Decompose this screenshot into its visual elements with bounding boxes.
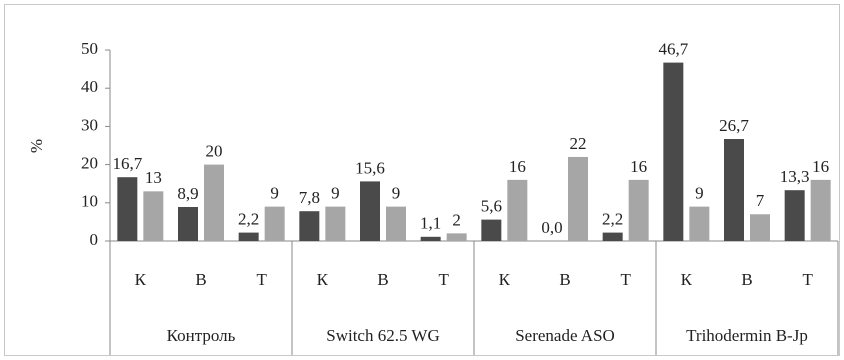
bar	[204, 164, 224, 241]
data-label: 16	[509, 157, 526, 176]
bar	[689, 206, 710, 241]
bar	[178, 207, 198, 241]
data-label: 16,7	[112, 154, 142, 173]
x-tick-label: К	[681, 270, 693, 289]
bar	[628, 179, 649, 241]
bar	[663, 62, 684, 241]
group-label: Switch 62.5 WG	[326, 326, 440, 345]
x-tick-label: В	[741, 270, 752, 289]
data-label: 2,2	[602, 210, 623, 229]
x-tick-label: К	[135, 270, 147, 289]
group-label: Контроль	[167, 326, 236, 345]
y-tick-label: 10	[81, 192, 98, 211]
bar	[264, 206, 285, 241]
group-label: Trihodermin B-Jp	[686, 326, 808, 345]
x-tick-label: В	[377, 270, 388, 289]
data-label: 2	[452, 210, 461, 229]
data-label: 20	[206, 142, 223, 161]
y-axis-label: %	[27, 139, 46, 153]
x-tick-label: В	[195, 270, 206, 289]
bar	[386, 206, 406, 241]
data-label: 9	[270, 184, 279, 203]
data-label: 8,9	[177, 184, 198, 203]
bar	[507, 179, 528, 241]
data-label: 13	[145, 168, 162, 187]
bar	[724, 139, 744, 241]
data-label: 46,7	[658, 40, 688, 59]
bar	[360, 181, 380, 241]
data-label: 22	[570, 134, 587, 153]
data-label: 0,0	[541, 218, 562, 237]
y-tick-label: 50	[81, 39, 98, 58]
x-tick-label: К	[317, 270, 329, 289]
bar	[481, 219, 502, 241]
data-label: 9	[392, 184, 401, 203]
x-tick-label: Т	[620, 270, 631, 289]
group-label: Serenade ASO	[515, 326, 615, 345]
x-tick-label: В	[559, 270, 570, 289]
data-label: 7,8	[299, 188, 320, 207]
bar	[325, 206, 346, 241]
y-tick-label: 40	[81, 77, 98, 96]
chart-frame	[4, 4, 840, 356]
bar	[784, 190, 805, 241]
bar	[446, 233, 467, 241]
bar	[238, 232, 259, 241]
x-tick-label: Т	[438, 270, 449, 289]
data-label: 1,1	[420, 214, 441, 233]
data-label: 16	[630, 157, 647, 176]
bar	[602, 232, 623, 241]
x-tick-label: Т	[256, 270, 267, 289]
bar	[568, 156, 588, 241]
bar	[117, 177, 138, 241]
data-label: 5,6	[481, 197, 502, 216]
data-label: 15,6	[355, 158, 385, 177]
bar	[143, 191, 164, 241]
y-tick-label: 30	[81, 115, 98, 134]
bar	[810, 179, 831, 241]
data-label: 13,3	[780, 167, 810, 186]
data-label: 26,7	[719, 116, 749, 135]
bar	[750, 214, 770, 241]
bar	[299, 211, 320, 241]
bar	[420, 236, 441, 241]
x-tick-label: Т	[802, 270, 813, 289]
x-tick-label: К	[499, 270, 511, 289]
data-label: 9	[695, 184, 704, 203]
y-tick-label: 0	[90, 230, 99, 249]
data-label: 7	[756, 191, 765, 210]
data-label: 9	[331, 184, 340, 203]
data-label: 2,2	[238, 210, 259, 229]
y-tick-label: 20	[81, 154, 98, 173]
data-label: 16	[812, 157, 829, 176]
